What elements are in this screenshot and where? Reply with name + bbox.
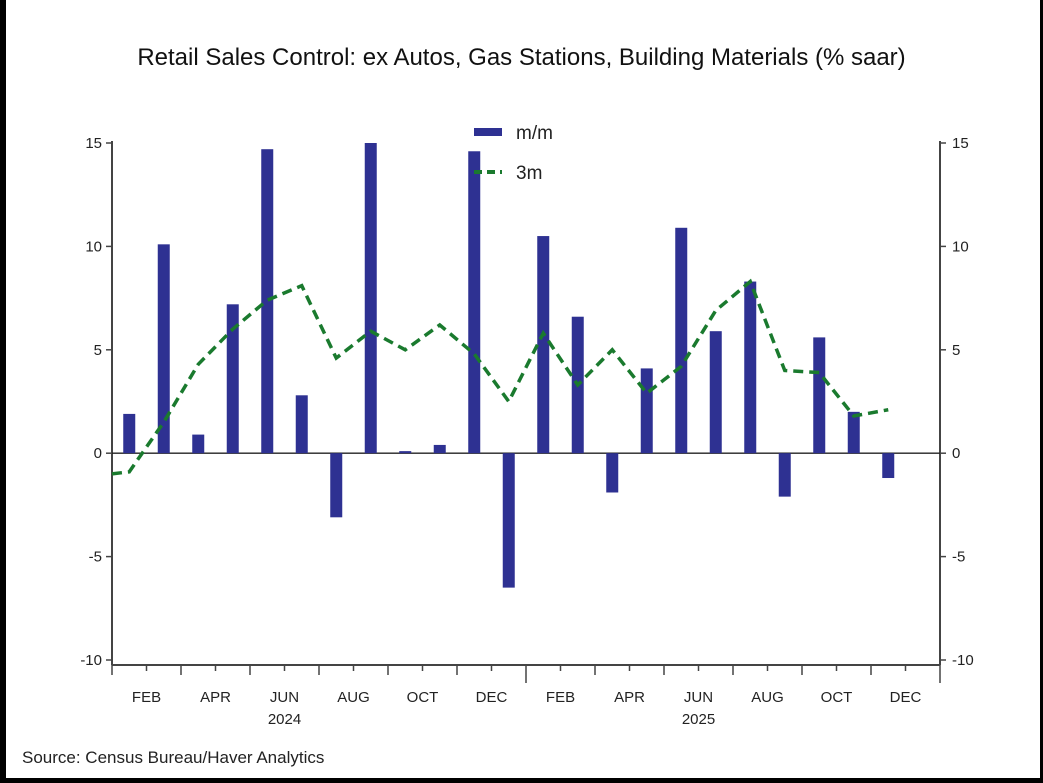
year-label: 2024 bbox=[268, 711, 301, 728]
y-tick-label-right: 15 bbox=[952, 135, 969, 152]
chart-frame bbox=[6, 0, 1040, 778]
bar-mm bbox=[399, 451, 412, 454]
bar-mm bbox=[295, 395, 308, 454]
x-tick-label: APR bbox=[200, 689, 231, 706]
y-tick-label-right: 10 bbox=[952, 238, 969, 255]
x-tick-label: DEC bbox=[476, 689, 508, 706]
y-tick-label-left: 5 bbox=[94, 342, 102, 359]
bars-mm bbox=[123, 143, 895, 588]
x-tick-label: OCT bbox=[407, 689, 439, 706]
x-tick-label: JUN bbox=[684, 689, 713, 706]
x-tick-label: AUG bbox=[751, 689, 784, 706]
bar-mm bbox=[847, 411, 860, 454]
legend: m/m 3m bbox=[474, 123, 553, 184]
bar-mm bbox=[157, 244, 170, 454]
y-tick-label-right: 0 bbox=[952, 445, 960, 462]
bar-mm bbox=[261, 149, 274, 454]
y-tick-label-right: -5 bbox=[952, 549, 965, 566]
year-label: 2025 bbox=[682, 711, 715, 728]
y-tick-label-right: 5 bbox=[952, 342, 960, 359]
axes: 15 15 10 10 5 5 0 0 -5 -5 -10 -10 FEB APR JUN AUG OCT DEC… bbox=[80, 135, 973, 728]
legend-label-3m: 3m bbox=[516, 163, 542, 184]
bar-mm bbox=[123, 413, 136, 454]
y-tick-label-left: -10 bbox=[80, 652, 102, 669]
source-note: Source: Census Bureau/Haver Analytics bbox=[22, 748, 325, 767]
x-tick-label: OCT bbox=[821, 689, 853, 706]
bar-mm bbox=[675, 227, 688, 454]
x-tick-label: FEB bbox=[546, 689, 575, 706]
bar-mm bbox=[468, 151, 481, 454]
x-tick-label: FEB bbox=[132, 689, 161, 706]
bar-mm bbox=[709, 331, 722, 454]
bar-mm bbox=[813, 337, 826, 454]
bar-mm bbox=[330, 453, 343, 518]
bar-mm bbox=[433, 444, 446, 454]
bar-mm bbox=[537, 236, 550, 454]
bar-mm bbox=[778, 453, 791, 497]
bar-mm bbox=[502, 453, 515, 588]
x-tick-label: APR bbox=[614, 689, 645, 706]
x-tick-label: JUN bbox=[270, 689, 299, 706]
y-tick-label-left: 10 bbox=[85, 238, 102, 255]
bar-mm bbox=[640, 368, 653, 454]
line-3m bbox=[111, 278, 889, 476]
line-3m-path bbox=[111, 278, 889, 476]
bar-mm bbox=[192, 434, 205, 454]
legend-label-mm: m/m bbox=[516, 123, 553, 144]
bar-mm bbox=[226, 304, 239, 454]
y-tick-label-left: 0 bbox=[94, 445, 102, 462]
legend-swatch-mm bbox=[474, 128, 502, 136]
chart-title: Retail Sales Control: ex Autos, Gas Stat… bbox=[137, 44, 906, 71]
bar-mm bbox=[364, 143, 377, 454]
y-tick-label-right: -10 bbox=[952, 652, 974, 669]
x-tick-label: DEC bbox=[890, 689, 922, 706]
x-tick-label: AUG bbox=[337, 689, 370, 706]
y-tick-label-left: 15 bbox=[85, 135, 102, 152]
bar-mm bbox=[882, 453, 895, 479]
bar-mm bbox=[606, 453, 619, 493]
bar-mm bbox=[744, 281, 757, 454]
y-tick-label-left: -5 bbox=[89, 549, 102, 566]
